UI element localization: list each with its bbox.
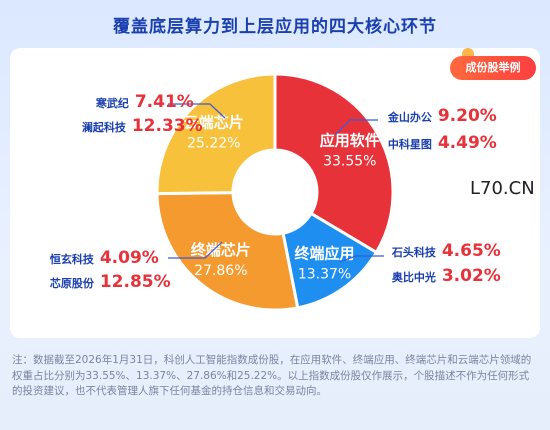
connector-line-2: [334, 119, 378, 136]
slice-label-0: 应用软件: [320, 132, 380, 150]
stock-geovis: 中科星图 4.49%: [384, 133, 497, 153]
stock-name: 寒武纪: [95, 97, 129, 110]
slice-value-2: 27.86%: [194, 263, 247, 279]
slice-value-1: 13.37%: [298, 266, 351, 282]
connector-line-1: [168, 241, 223, 259]
stock-name: 中科星图: [387, 138, 432, 151]
constituent-badge: 成份股举例: [450, 56, 536, 80]
stock-name: 金山办公: [387, 111, 432, 124]
stock-weight: 4.49%: [437, 133, 497, 153]
stock-roborock: 石头科技 4.65%: [388, 241, 501, 261]
slice-label-3: 云端芯片: [184, 114, 244, 132]
watermark: L70.CN: [470, 178, 535, 199]
slice-value-0: 33.55%: [323, 154, 376, 170]
stock-weight: 3.02%: [441, 266, 501, 286]
stock-orbbec: 奥比中光 3.02%: [388, 266, 501, 286]
donut-slice-2: [155, 191, 300, 312]
stock-name: 澜起科技: [81, 121, 126, 134]
stock-weight: 12.85%: [99, 272, 171, 292]
connector-line-0: [168, 103, 226, 119]
footnote: 注：数据截至2026年1月31日，科创人工智能指数成份股，在应用软件、终端应用、…: [12, 354, 532, 397]
stock-name: 奥比中光: [391, 271, 436, 284]
stock-cambricon: 寒武纪 7.41%: [92, 92, 194, 112]
stock-weight: 4.65%: [441, 241, 501, 261]
stock-kingsoft: 金山办公 9.20%: [384, 106, 497, 126]
stock-verisilicon: 芯原股份 12.85%: [46, 272, 171, 292]
slice-value-3: 25.22%: [187, 136, 240, 152]
slice-label-2: 终端芯片: [191, 241, 251, 259]
donut-slice-0: [273, 72, 395, 255]
slice-label-1: 终端应用: [295, 244, 355, 262]
stock-name: 芯原股份: [49, 277, 94, 290]
stock-weight: 12.33%: [131, 116, 203, 136]
stock-weight: 7.41%: [134, 92, 194, 112]
stock-weight: 4.09%: [99, 248, 159, 268]
stock-weight: 9.20%: [437, 106, 497, 126]
stock-bestechnic: 恒玄科技 4.09%: [46, 248, 159, 268]
stock-montage: 澜起科技 12.33%: [78, 116, 203, 136]
donut-slice-3: [155, 72, 277, 196]
chart-title-text: 覆盖底层算力到上层应用的四大核心环节: [113, 17, 437, 37]
stock-name: 恒玄科技: [49, 253, 94, 266]
connector-line-3: [339, 255, 384, 263]
stock-name: 石头科技: [391, 246, 436, 259]
